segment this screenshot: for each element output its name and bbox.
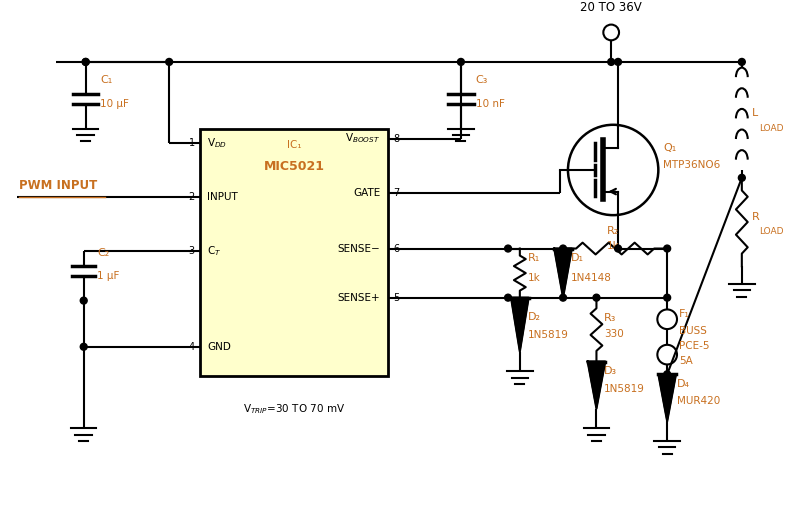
Text: D₄: D₄ (677, 379, 690, 389)
Text: C₂: C₂ (98, 248, 110, 258)
Text: 10 nF: 10 nF (476, 99, 505, 109)
Text: 1N5819: 1N5819 (604, 384, 645, 394)
Text: D₃: D₃ (604, 366, 618, 377)
Text: F₁: F₁ (679, 309, 690, 320)
Text: 20 TO 36V: 20 TO 36V (580, 2, 642, 15)
Text: D₁: D₁ (571, 253, 584, 264)
Text: PWM INPUT: PWM INPUT (19, 179, 97, 192)
Text: 6: 6 (393, 244, 399, 254)
Circle shape (82, 59, 89, 65)
Text: 2: 2 (189, 192, 194, 202)
Text: 1k: 1k (528, 273, 541, 283)
Text: MIC5021: MIC5021 (263, 160, 325, 173)
Text: IC₁: IC₁ (286, 140, 302, 151)
Circle shape (505, 245, 511, 252)
Text: 3: 3 (189, 246, 194, 256)
Text: GATE: GATE (353, 188, 380, 198)
Circle shape (738, 174, 746, 181)
Circle shape (458, 59, 464, 65)
Text: 5A: 5A (679, 356, 693, 366)
Text: LOAD: LOAD (759, 228, 784, 236)
Text: V$_{TRIP}$=30 TO 70 mV: V$_{TRIP}$=30 TO 70 mV (243, 402, 345, 416)
Text: Q₁: Q₁ (663, 143, 677, 153)
Circle shape (608, 59, 614, 65)
Text: 1N4148: 1N4148 (571, 273, 612, 283)
Circle shape (80, 343, 87, 350)
Circle shape (664, 371, 670, 378)
Circle shape (593, 294, 600, 301)
Text: L: L (752, 108, 758, 119)
Circle shape (560, 294, 566, 301)
Text: 1 μF: 1 μF (98, 271, 120, 281)
Text: 10 μF: 10 μF (101, 99, 130, 109)
Circle shape (80, 297, 87, 304)
Circle shape (664, 245, 670, 252)
Text: 8: 8 (393, 133, 399, 143)
FancyBboxPatch shape (200, 129, 388, 376)
Circle shape (664, 294, 670, 301)
Text: V$_{BOOST}$: V$_{BOOST}$ (346, 132, 380, 145)
Text: MUR420: MUR420 (677, 396, 720, 406)
Text: D₂: D₂ (528, 312, 541, 322)
Text: SENSE−: SENSE− (338, 244, 380, 254)
Circle shape (505, 294, 511, 301)
Text: C₃: C₃ (476, 75, 488, 85)
Text: 7: 7 (393, 188, 399, 198)
Polygon shape (554, 248, 572, 298)
Text: 5: 5 (393, 293, 399, 303)
Text: LOAD: LOAD (759, 124, 784, 133)
Text: R₂: R₂ (607, 226, 619, 236)
Text: INPUT: INPUT (207, 192, 238, 202)
Text: PCE-5: PCE-5 (679, 341, 710, 351)
Text: V$_{DD}$: V$_{DD}$ (207, 137, 227, 150)
Text: R: R (752, 212, 759, 222)
Circle shape (738, 59, 746, 65)
Text: 330: 330 (604, 329, 624, 339)
Circle shape (560, 245, 566, 252)
Circle shape (82, 59, 89, 65)
Circle shape (614, 59, 622, 65)
Text: 4: 4 (189, 342, 194, 352)
Circle shape (614, 245, 622, 252)
Text: SENSE+: SENSE+ (338, 293, 380, 303)
Text: 1k: 1k (607, 241, 620, 251)
Text: R₁: R₁ (528, 253, 540, 264)
Text: R₃: R₃ (604, 313, 617, 323)
Text: 1: 1 (189, 139, 194, 149)
Text: BUSS: BUSS (679, 326, 707, 336)
Polygon shape (658, 374, 676, 422)
Polygon shape (511, 298, 529, 351)
Text: 1N5819: 1N5819 (528, 330, 569, 340)
Text: MTP36NO6: MTP36NO6 (663, 160, 721, 170)
Circle shape (166, 59, 173, 65)
Text: C₁: C₁ (101, 75, 113, 85)
Polygon shape (588, 361, 606, 408)
Text: C$_T$: C$_T$ (207, 245, 222, 258)
Text: GND: GND (207, 342, 231, 352)
